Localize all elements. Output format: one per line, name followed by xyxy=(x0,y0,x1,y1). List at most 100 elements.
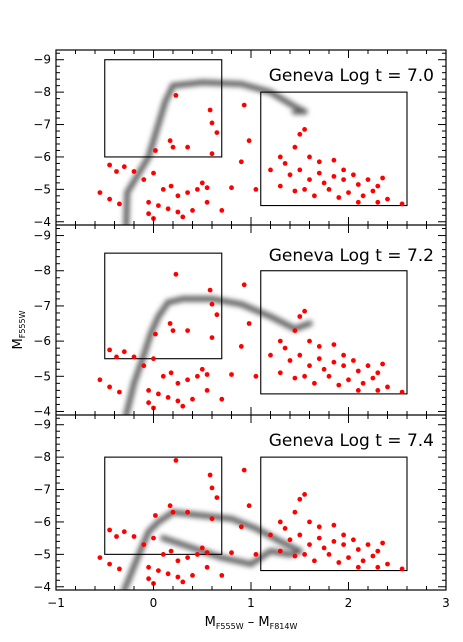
x-tick-label: 2 xyxy=(345,596,353,610)
star-point xyxy=(241,102,247,108)
star-point xyxy=(173,271,179,277)
star-point xyxy=(207,107,213,113)
star-point xyxy=(209,485,215,491)
star-point xyxy=(297,496,303,502)
star-point xyxy=(375,548,381,554)
star-point xyxy=(209,516,215,522)
blue-sequence-box xyxy=(104,59,223,158)
y-tick-label: −9 xyxy=(33,53,51,67)
y-tick-label: −5 xyxy=(33,369,51,383)
y-tick-label: −9 xyxy=(33,418,51,432)
star-point xyxy=(167,503,173,509)
x-tick-label: 3 xyxy=(442,596,450,610)
axis-tick-labels: −9−8−7−6−5−4−9−8−7−6−5−4−9−8−7−6−5−4−1 0 1… xyxy=(33,53,450,610)
star-point xyxy=(165,395,171,400)
star-point xyxy=(168,548,174,554)
star-point xyxy=(282,526,288,531)
y-tick-label: −7 xyxy=(33,483,51,497)
star-point xyxy=(321,545,327,551)
star-points xyxy=(97,93,405,221)
star-point xyxy=(175,193,181,199)
star-point xyxy=(297,167,303,173)
star-point xyxy=(229,372,234,377)
star-point xyxy=(336,560,342,565)
star-point xyxy=(277,183,283,189)
star-point xyxy=(268,352,273,358)
star-point xyxy=(185,555,191,560)
star-point xyxy=(219,396,225,402)
star-point xyxy=(365,177,371,183)
panel-log-t-7-0: Geneva Log t = 7.0 xyxy=(97,59,434,225)
star-point xyxy=(204,372,210,377)
star-point xyxy=(238,344,244,349)
star-point xyxy=(160,187,166,192)
x-tick-label: 1 xyxy=(247,596,255,610)
star-point xyxy=(160,552,166,557)
star-point xyxy=(160,373,166,379)
star-point xyxy=(316,170,322,176)
star-point xyxy=(380,361,385,367)
star-point xyxy=(307,542,312,547)
star-point xyxy=(121,164,127,170)
star-point xyxy=(107,196,112,202)
selection-boxes xyxy=(104,59,408,207)
star-point xyxy=(292,188,298,194)
panel-title: Geneva Log t = 7.0 xyxy=(269,66,434,86)
star-point xyxy=(185,377,191,383)
y-tick-label: −8 xyxy=(33,85,51,99)
star-point xyxy=(365,542,371,547)
x-tick-label: −1 xyxy=(47,596,65,610)
star-point xyxy=(341,532,346,538)
y-tick-label: −7 xyxy=(33,299,51,313)
star-point xyxy=(241,282,247,288)
star-point xyxy=(219,573,225,578)
star-point xyxy=(238,524,244,530)
y-tick-label: −5 xyxy=(33,547,51,561)
star-point xyxy=(175,398,181,404)
star-point xyxy=(121,529,127,535)
star-point xyxy=(175,380,181,386)
star-point xyxy=(268,167,273,173)
star-point xyxy=(219,208,225,213)
star-point xyxy=(297,314,303,319)
star-point xyxy=(204,550,210,556)
red-supergiant-box xyxy=(260,270,408,395)
y-tick-label: −9 xyxy=(33,229,51,243)
star-point xyxy=(331,539,337,544)
star-point xyxy=(168,370,174,376)
star-point xyxy=(199,545,205,551)
star-point xyxy=(190,208,195,213)
star-point xyxy=(277,338,283,344)
star-point xyxy=(331,342,337,347)
star-point xyxy=(341,167,346,173)
y-tick-label: −4 xyxy=(33,215,51,229)
star-point xyxy=(207,287,213,293)
star-point xyxy=(253,552,259,557)
star-point xyxy=(199,180,205,186)
star-point xyxy=(370,553,376,559)
star-point xyxy=(153,331,158,337)
star-point xyxy=(229,550,234,556)
y-tick-label: −7 xyxy=(33,118,51,132)
star-point xyxy=(370,375,376,381)
star-point xyxy=(170,328,176,333)
isochrone-line xyxy=(124,297,312,415)
y-tick-label: −4 xyxy=(33,580,51,594)
star-point xyxy=(277,519,283,525)
star-point xyxy=(204,185,210,191)
star-point xyxy=(185,328,191,333)
star-point xyxy=(238,159,244,165)
star-point xyxy=(331,174,337,179)
star-point xyxy=(146,576,152,582)
star-point xyxy=(204,199,210,205)
star-point xyxy=(336,382,342,388)
star-point xyxy=(117,389,122,395)
star-point xyxy=(97,555,103,560)
star-point xyxy=(165,571,171,577)
star-point xyxy=(297,352,303,358)
y-tick-label: −4 xyxy=(33,404,51,418)
star-point xyxy=(153,148,158,153)
star-point xyxy=(380,540,385,546)
star-point xyxy=(175,574,181,580)
star-point xyxy=(185,144,191,150)
